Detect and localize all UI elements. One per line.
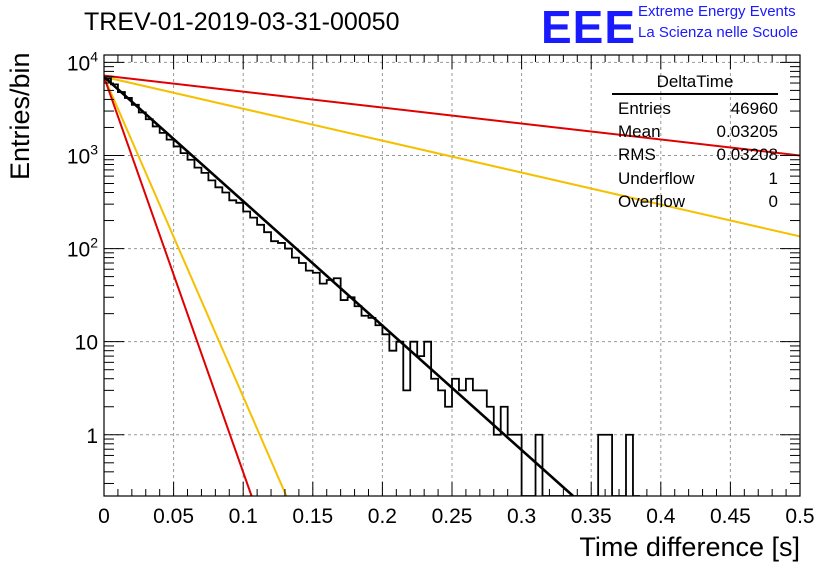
x-tick-label: 0.45 [710, 505, 751, 528]
stats-label: Mean [618, 122, 661, 142]
exponential-fit-line [104, 75, 574, 496]
stats-box: DeltaTime Entries 46960 Mean 0.03205 RMS… [612, 72, 778, 213]
x-axis-label: Time difference [s] [579, 532, 800, 562]
y-tick-label: 10 [75, 332, 98, 355]
stats-value: 1 [768, 168, 778, 188]
x-tick-label: 0.15 [292, 505, 333, 528]
org-name-line1: Extreme Energy Events [638, 3, 796, 20]
y-tick-label: 1 [86, 425, 98, 448]
x-tick-label: 0.35 [571, 505, 612, 528]
orange-reference-curve [104, 75, 800, 238]
plot-title: TREV-01-2019-03-31-00050 [84, 8, 400, 36]
red-reference-curve [104, 76, 253, 496]
stats-row-underflow: Underflow 1 [612, 167, 778, 190]
y-tick-label: 102 [67, 235, 98, 262]
y-tick-label: 103 [67, 141, 98, 168]
x-tick-label: 0.05 [153, 505, 194, 528]
stats-row-mean: Mean 0.03205 [612, 120, 778, 143]
x-tick-label: 0.25 [432, 505, 473, 528]
stats-value: 0.03208 [716, 145, 778, 165]
stats-label: Underflow [618, 168, 695, 188]
x-tick-label: 0.4 [646, 505, 676, 528]
stats-row-rms: RMS 0.03208 [612, 143, 778, 166]
x-tick-label: 0 [98, 505, 110, 528]
stats-title: DeltaTime [612, 72, 778, 95]
stats-value: 0 [768, 191, 778, 211]
stats-value: 0.03205 [716, 122, 778, 142]
stats-label: Overflow [618, 191, 686, 211]
histogram-outline [104, 77, 640, 496]
x-tick-label: 0.2 [368, 505, 397, 528]
y-axis-label: Entries/bin [5, 52, 35, 180]
stats-row-entries: Entries 46960 [612, 97, 778, 120]
stats-label: Entries [618, 99, 671, 118]
stats-row-overflow: Overflow 0 [612, 190, 778, 213]
y-tick-label: 104 [67, 48, 98, 75]
eee-logo: EEE [541, 1, 637, 53]
stats-label: RMS [618, 145, 656, 165]
x-tick-label: 0.3 [507, 505, 536, 528]
org-name-line2: La Scienza nelle Scuole [638, 24, 799, 41]
x-tick-label: 0.5 [785, 505, 814, 528]
stats-value: 46960 [730, 99, 778, 118]
orange-reference-curve [104, 76, 288, 496]
x-tick-label: 0.1 [229, 505, 258, 528]
red-reference-curve [104, 74, 800, 157]
